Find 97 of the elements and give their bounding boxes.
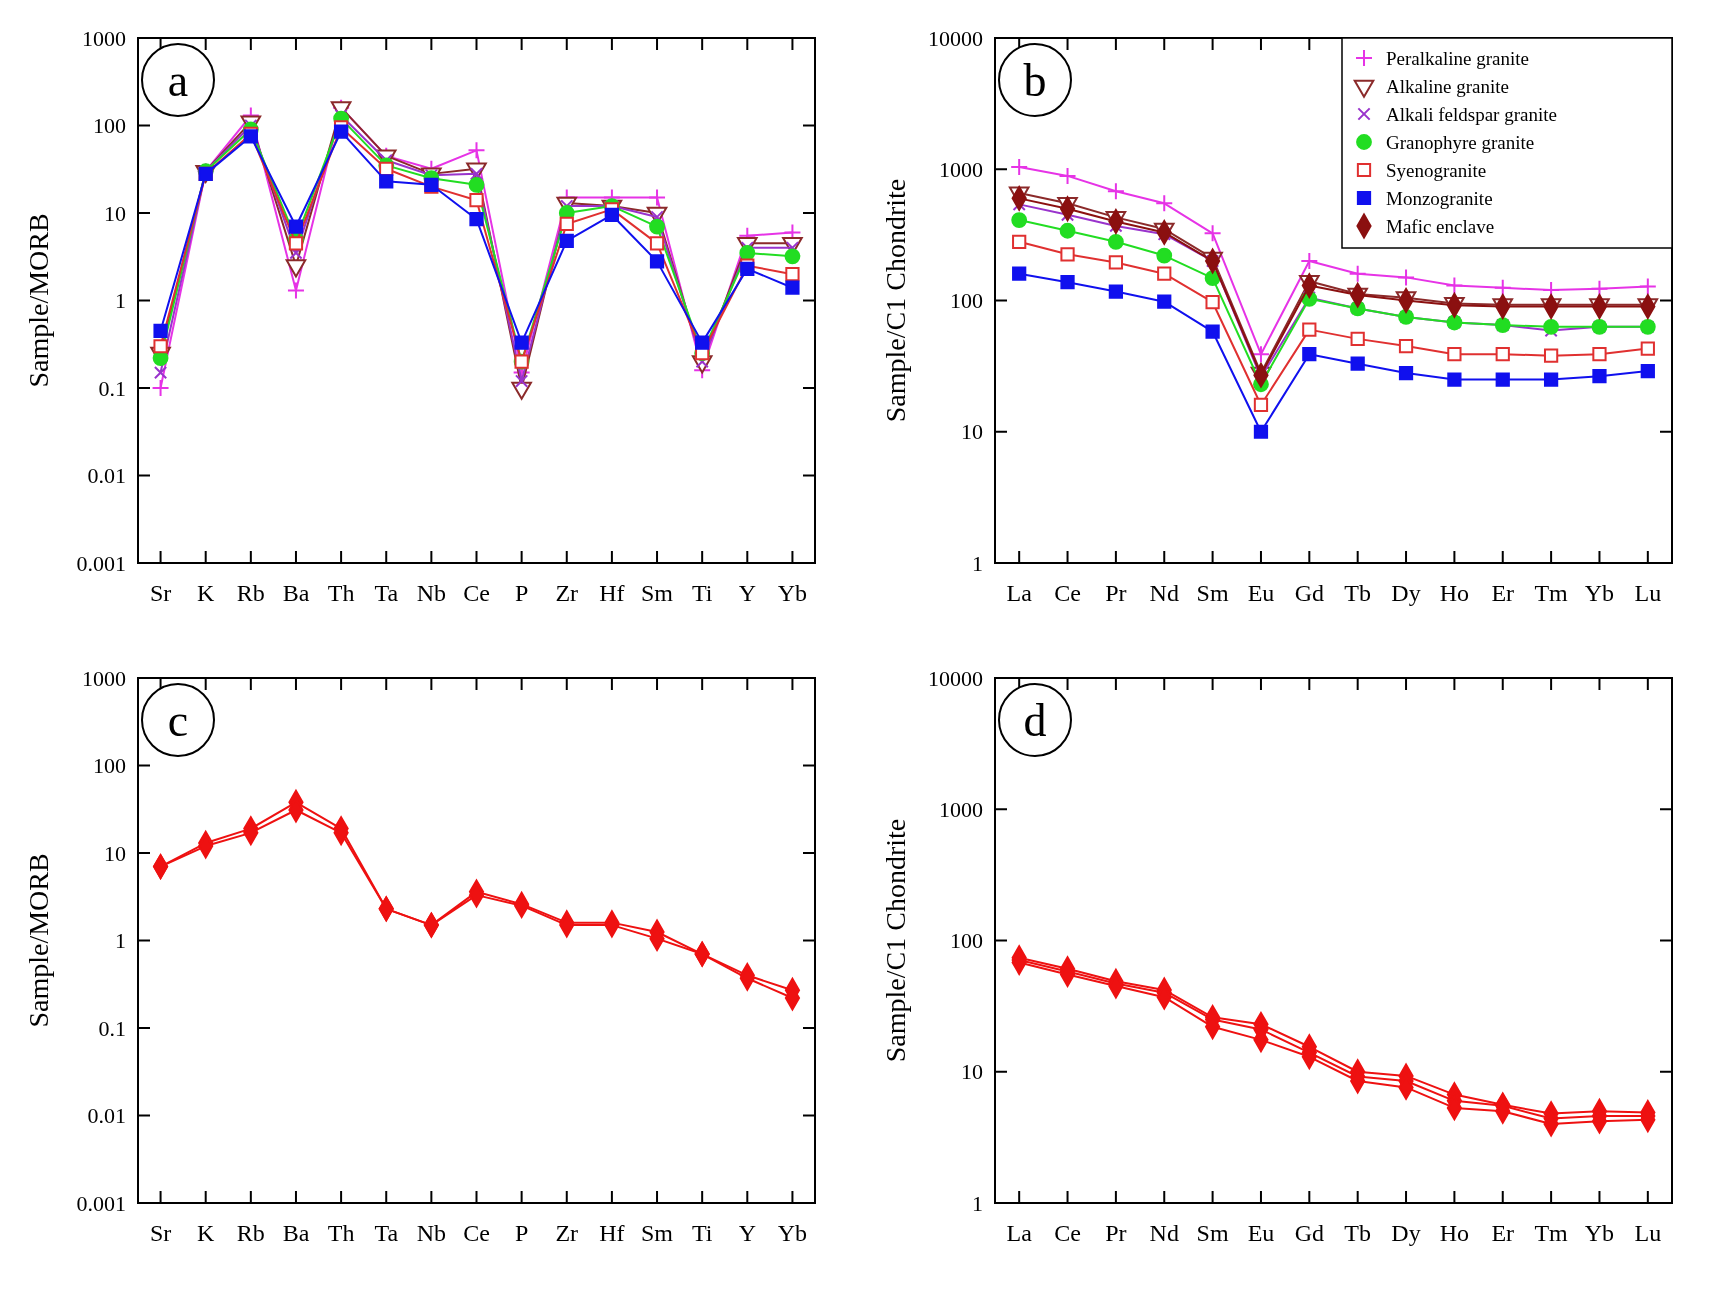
- annotation: b: [1023, 55, 1047, 107]
- x-tick-label: Hf: [599, 580, 625, 606]
- legend-label: Syenogranite: [1386, 159, 1487, 181]
- annotation: c: [167, 695, 189, 747]
- y-axis-title: Sample/C1 Chondrite: [880, 178, 911, 423]
- x-tick-label: Tb: [1344, 1220, 1372, 1246]
- legend-label: Granophyre granite: [1386, 131, 1535, 153]
- x-tick-label: Th: [327, 580, 355, 606]
- x-tick-label: Ho: [1439, 580, 1470, 606]
- x-tick-label: Rb: [236, 1220, 265, 1246]
- x-tick-label: K: [197, 580, 216, 606]
- y-tick-label: 1: [115, 288, 126, 314]
- x-tick-label: Sm: [1196, 580, 1229, 606]
- x-tick-label: Zr: [555, 1220, 579, 1246]
- y-tick-label: 1: [972, 550, 983, 576]
- legend-label: Alkaline granite: [1386, 75, 1509, 97]
- y-tick-label: 0.01: [87, 1103, 126, 1129]
- x-tick-label: Ce: [1054, 580, 1081, 606]
- x-tick-label: Nd: [1149, 1220, 1179, 1246]
- x-tick-label: Rb: [236, 580, 265, 606]
- x-tick-label: Gd: [1294, 580, 1324, 606]
- y-tick-label: 100: [93, 753, 126, 779]
- x-tick-label: Pr: [1105, 580, 1127, 606]
- y-axis-title: Sample/MORB: [23, 853, 54, 1028]
- y-tick-label: 100: [93, 113, 126, 139]
- y-tick-label: 100: [950, 928, 983, 954]
- y-tick-label: 1000: [939, 156, 983, 182]
- x-tick-label: Tm: [1534, 580, 1569, 606]
- y-tick-label: 1000: [939, 796, 983, 822]
- x-tick-label: La: [1006, 580, 1033, 606]
- x-tick-label: Ce: [1054, 1220, 1081, 1246]
- x-tick-label: Pr: [1105, 1220, 1127, 1246]
- x-tick-label: Nb: [416, 580, 447, 606]
- y-tick-label: 0.001: [76, 1190, 126, 1216]
- x-tick-label: Tb: [1344, 580, 1372, 606]
- y-tick-label: 0.01: [87, 463, 126, 489]
- x-tick-label: Zr: [555, 580, 579, 606]
- x-tick-label: Tm: [1534, 1220, 1569, 1246]
- x-tick-label: P: [514, 580, 529, 606]
- x-tick-label: Y: [738, 580, 756, 606]
- y-tick-label: 1: [972, 1190, 983, 1216]
- x-tick-label: Eu: [1247, 1220, 1275, 1246]
- x-tick-label: Ce: [463, 580, 490, 606]
- x-tick-label: Sr: [149, 1220, 172, 1246]
- x-tick-label: Ba: [282, 580, 310, 606]
- y-tick-label: 10: [104, 200, 126, 226]
- x-tick-label: Gd: [1294, 1220, 1324, 1246]
- annotation: a: [167, 55, 189, 107]
- x-tick-label: Ta: [374, 580, 399, 606]
- x-tick-label: Er: [1491, 580, 1515, 606]
- y-tick-label: 0.1: [98, 1015, 126, 1041]
- x-tick-label: Er: [1491, 1220, 1515, 1246]
- y-tick-label: 1000: [82, 25, 126, 51]
- x-tick-label: Ho: [1439, 1220, 1470, 1246]
- annotation: d: [1023, 695, 1047, 747]
- x-tick-label: Yb: [777, 1220, 808, 1246]
- legend-label: Alkali feldspar granite: [1386, 103, 1557, 125]
- x-tick-label: Sm: [641, 580, 674, 606]
- y-tick-label: 0.001: [76, 550, 126, 576]
- x-tick-label: Ba: [282, 1220, 310, 1246]
- y-tick-label: 1: [115, 928, 126, 954]
- y-tick-label: 10: [104, 840, 126, 866]
- y-axis-title: Sample/C1 Chondrite: [880, 818, 911, 1063]
- x-tick-label: Lu: [1634, 580, 1662, 606]
- y-tick-label: 1000: [82, 665, 126, 691]
- x-tick-label: Ti: [691, 580, 713, 606]
- y-tick-label: 10: [961, 1059, 983, 1085]
- x-tick-label: Ti: [691, 1220, 713, 1246]
- x-tick-label: Y: [738, 1220, 756, 1246]
- y-tick-label: 10: [961, 419, 983, 445]
- y-tick-label: 10000: [928, 665, 983, 691]
- y-tick-label: 100: [950, 288, 983, 314]
- x-tick-label: Ta: [374, 1220, 399, 1246]
- x-tick-label: Dy: [1391, 1220, 1421, 1246]
- legend-label: Mafic enclave: [1386, 215, 1495, 237]
- x-tick-label: La: [1006, 1220, 1033, 1246]
- x-tick-label: Ce: [463, 1220, 490, 1246]
- x-tick-label: K: [197, 1220, 216, 1246]
- y-tick-label: 0.1: [98, 375, 126, 401]
- x-tick-label: Nb: [416, 1220, 447, 1246]
- x-tick-label: Eu: [1247, 580, 1275, 606]
- x-tick-label: Nd: [1149, 580, 1179, 606]
- x-tick-label: Sm: [641, 1220, 674, 1246]
- x-tick-label: Yb: [777, 580, 808, 606]
- x-tick-label: Lu: [1634, 1220, 1662, 1246]
- x-tick-label: Th: [327, 1220, 355, 1246]
- legend-label: Monzogranite: [1386, 187, 1493, 209]
- y-axis-title: Sample/MORB: [23, 213, 54, 388]
- x-tick-label: Sr: [149, 580, 172, 606]
- y-tick-label: 10000: [928, 25, 983, 51]
- x-tick-label: Yb: [1584, 580, 1615, 606]
- x-tick-label: P: [514, 1220, 529, 1246]
- x-tick-label: Dy: [1391, 580, 1421, 606]
- x-tick-label: Yb: [1584, 1220, 1615, 1246]
- x-tick-label: Sm: [1196, 1220, 1229, 1246]
- legend-label: Peralkaline granite: [1386, 47, 1529, 69]
- x-tick-label: Hf: [599, 1220, 625, 1246]
